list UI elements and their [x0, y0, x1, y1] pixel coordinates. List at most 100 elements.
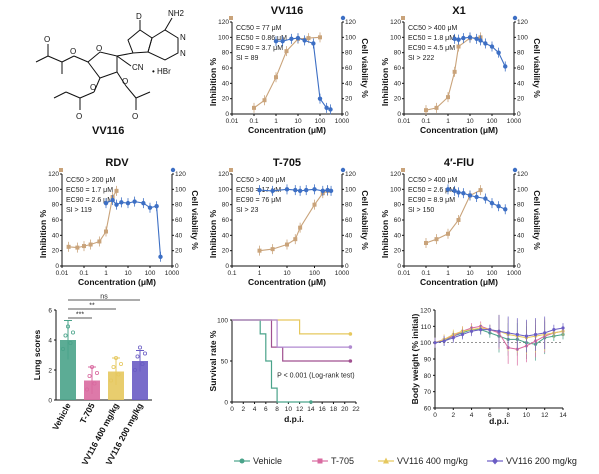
survival-line-1: [232, 319, 351, 362]
y-tick-label-right: 100: [345, 186, 356, 193]
annotation-line: SI > 119: [66, 207, 92, 214]
bar: [60, 340, 76, 400]
y-tick-label-right: 20: [345, 96, 353, 103]
series-line-1: [276, 37, 331, 110]
y-tick-label-left: 80: [394, 50, 402, 57]
chart-rdv: 0 0 20 20 40 40 60 60 80 80 100 100 120 120 0.01 0.1 1 10…: [38, 157, 200, 287]
data-point-circle: [154, 204, 159, 209]
data-point-circle: [328, 188, 334, 194]
x-tick-label: 12: [296, 406, 304, 413]
y-axis-label-right: Cell viability %: [360, 38, 370, 98]
x-axis-label: Concentration (μM): [78, 277, 156, 287]
weight-point: [488, 328, 492, 332]
x-tick-label: 20: [341, 406, 349, 413]
data-point-square: [284, 49, 289, 54]
data-point-circle: [110, 197, 115, 203]
x-tick-label: 0.01: [398, 270, 411, 277]
y-tick-label-right: 100: [345, 34, 356, 41]
y-tick-label-left: 0: [397, 111, 401, 118]
data-point-circle: [273, 38, 279, 44]
chart-vv116: 0 0 20 20 40 40 60 60 80 80 100 100 120 120 0.01 0.1 1 10…: [208, 5, 370, 135]
x-tick-label: 6: [264, 406, 268, 413]
y-tick-label-left: 60: [222, 217, 230, 224]
left-axis-marker: [401, 16, 405, 20]
bar-dot: [142, 351, 147, 356]
x-category-label: Vehicle: [50, 401, 73, 432]
y-tick-label-right: 120: [345, 19, 356, 26]
x-tick-label: 10: [523, 412, 531, 419]
y-tick-label-right: 60: [175, 217, 183, 224]
significance-label: ***: [76, 312, 84, 319]
y-tick-label-left: 80: [52, 202, 60, 209]
survival-end-marker: [348, 332, 353, 336]
data-point-square: [456, 44, 461, 49]
bar-dot: [140, 361, 145, 366]
x-tick-label: 0.01: [226, 118, 239, 125]
x-tick-label: 14: [307, 406, 315, 413]
data-point-square: [306, 36, 311, 41]
x-tick-label: 14: [559, 412, 567, 419]
y-tick-label-right: 60: [517, 65, 525, 72]
x-axis-label: Concentration (μM): [420, 277, 498, 287]
x-tick-label: 0: [433, 412, 437, 419]
x-tick-label: 100: [487, 118, 498, 125]
y-tick-label-right: 80: [175, 202, 183, 209]
data-point-circle: [324, 105, 329, 111]
series-line-1: [105, 199, 162, 257]
data-point-square: [257, 248, 262, 253]
y-tick-label-left: 80: [222, 202, 230, 209]
annotation-line: EC90 = 3.7 μM: [236, 45, 283, 52]
survival-end-marker: [348, 345, 353, 349]
y-tick-label: 0: [48, 398, 52, 405]
y-tick-label-left: 120: [218, 19, 229, 26]
y-tick-label-right: 20: [517, 248, 525, 255]
data-point-circle: [114, 202, 119, 207]
data-point-square: [434, 237, 439, 242]
annotation-line: CC50 > 400 μM: [408, 177, 458, 184]
chart-fiu: 0 0 20 20 40 40 60 60 80 80 100 100 120 120 0.01 0.1 1 10…: [380, 157, 542, 287]
chart-title: RDV: [105, 157, 129, 169]
annotation-line: EC90 = 76 μM: [236, 197, 281, 204]
y-tick-label: 2: [48, 368, 52, 375]
x-tick-label: 8: [506, 412, 510, 419]
data-point-circle: [489, 44, 495, 49]
x-tick-label: 2: [451, 412, 455, 419]
chem-label-o2: O: [44, 35, 50, 44]
y-tick-label-right: 60: [345, 65, 353, 72]
right-axis-marker: [512, 15, 518, 21]
y-axis-label-right: Cell viability %: [190, 190, 200, 250]
x-tick-label: 0.1: [79, 270, 88, 277]
weight-point: [552, 328, 556, 332]
y-tick-label-right: 80: [345, 202, 353, 209]
legend-label: T-705: [331, 456, 354, 466]
y-tick-label: 110: [421, 324, 432, 331]
right-axis-marker: [170, 167, 176, 173]
bar-dot: [137, 345, 142, 350]
y-tick-label-right: 0: [345, 263, 349, 270]
x-tick-label: 18: [330, 406, 338, 413]
data-point-square: [252, 105, 256, 110]
annotation-line: EC90 = 8.9 μM: [408, 197, 455, 204]
y-tick-label-left: 40: [394, 232, 402, 239]
y-tick-label-right: 120: [517, 171, 528, 178]
chemical-structure: [35, 17, 179, 110]
bar-dot: [87, 373, 92, 378]
weight-point: [479, 328, 483, 332]
data-point-square: [478, 188, 483, 193]
chart-title: VV116: [271, 5, 303, 17]
y-tick-label-right: 0: [517, 111, 521, 118]
bar-dot: [132, 367, 137, 372]
chem-label-n2: N: [180, 49, 186, 58]
y-tick-label-right: 100: [517, 34, 528, 41]
data-point-circle: [452, 36, 457, 42]
bar-dot: [66, 324, 71, 329]
x-tick-label: 16: [319, 406, 327, 413]
y-axis-label: Survival rate %: [208, 330, 218, 391]
y-axis-label-left: Inhibition %: [38, 209, 48, 258]
y-axis-label-left: Inhibition %: [380, 57, 390, 106]
y-tick-label-left: 0: [225, 111, 229, 118]
data-point-circle: [302, 38, 307, 43]
y-tick-label-right: 100: [175, 186, 186, 193]
